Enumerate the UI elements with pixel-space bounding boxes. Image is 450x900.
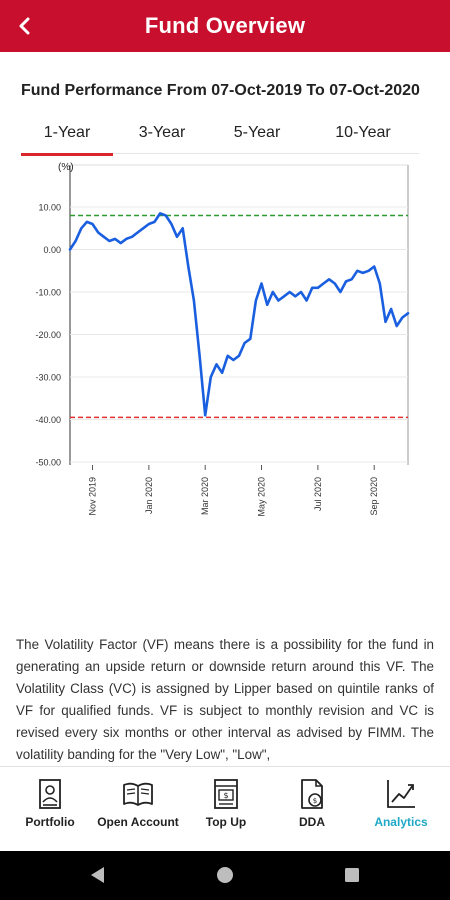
system-back-icon[interactable] xyxy=(88,865,108,885)
x-tick-label: Sep 2020 xyxy=(369,477,379,516)
tab-5-year[interactable]: 5-Year xyxy=(211,124,303,154)
y-axis-label: (%) xyxy=(58,162,74,173)
nav-label: DDA xyxy=(299,815,325,829)
tab-label: 5-Year xyxy=(233,124,281,141)
tab-label: 10-Year xyxy=(335,124,391,141)
portfolio-icon xyxy=(39,779,61,809)
app-bar: Fund Overview xyxy=(0,0,450,52)
x-tick-label: Nov 2019 xyxy=(88,477,98,516)
x-tick-label: May 2020 xyxy=(257,477,267,517)
tab-3-year[interactable]: 3-Year xyxy=(116,124,208,154)
performance-chart: (%) 10.00 0.00 -10.00 -20.00 -30.00 -40.00 -50.… xyxy=(35,162,410,517)
analytics-icon xyxy=(387,780,415,808)
nav-dda[interactable]: $ DDA xyxy=(276,767,348,852)
tab-label: 3-Year xyxy=(138,124,186,141)
nav-label: Analytics xyxy=(374,815,428,829)
tab-label: 1-Year xyxy=(43,124,91,141)
period-tabs: 1-Year 3-Year 5-Year 10-Year xyxy=(21,118,419,156)
dda-icon: $ xyxy=(301,779,323,809)
nav-label: Open Account xyxy=(97,815,179,829)
svg-text:$: $ xyxy=(223,791,228,800)
nav-label: Top Up xyxy=(205,815,247,829)
y-tick-label: -40.00 xyxy=(35,415,61,425)
nav-open-account[interactable]: Open Account xyxy=(92,767,184,852)
y-tick-label: 10.00 xyxy=(38,203,61,213)
y-tick-label: -20.00 xyxy=(35,330,61,340)
system-navigation-bar xyxy=(0,851,450,900)
fund-performance-title: Fund Performance From 07-Oct-2019 To 07-… xyxy=(21,82,420,99)
open-book-icon xyxy=(123,782,153,806)
tab-1-year[interactable]: 1-Year xyxy=(21,124,113,156)
tab-10-year[interactable]: 10-Year xyxy=(311,124,415,154)
svg-text:$: $ xyxy=(313,797,317,805)
nav-top-up[interactable]: $ Top Up xyxy=(190,767,262,852)
x-tick-label: Mar 2020 xyxy=(200,477,210,515)
bottom-navigation: Portfolio Open Account $ Top Up $ DDA xyxy=(0,766,450,851)
nav-analytics[interactable]: Analytics xyxy=(362,767,440,852)
page-title: Fund Overview xyxy=(144,13,306,38)
x-tick-label: Jan 2020 xyxy=(144,477,154,514)
nav-label: Portfolio xyxy=(25,815,75,829)
chevron-left-icon[interactable] xyxy=(10,10,40,42)
y-tick-label: -30.00 xyxy=(35,373,61,383)
x-tick-label: Jul 2020 xyxy=(313,477,323,511)
y-tick-label: -10.00 xyxy=(35,288,61,298)
y-tick-label: 0.00 xyxy=(43,245,61,255)
nav-portfolio[interactable]: Portfolio xyxy=(10,767,90,852)
top-up-icon: $ xyxy=(214,779,238,809)
fund-performance-line xyxy=(68,212,410,417)
y-tick-label: -50.00 xyxy=(35,458,61,468)
volatility-description: The Volatility Factor (VF) means there i… xyxy=(16,637,434,762)
system-home-icon[interactable] xyxy=(215,865,235,885)
system-recents-icon[interactable] xyxy=(342,865,362,885)
